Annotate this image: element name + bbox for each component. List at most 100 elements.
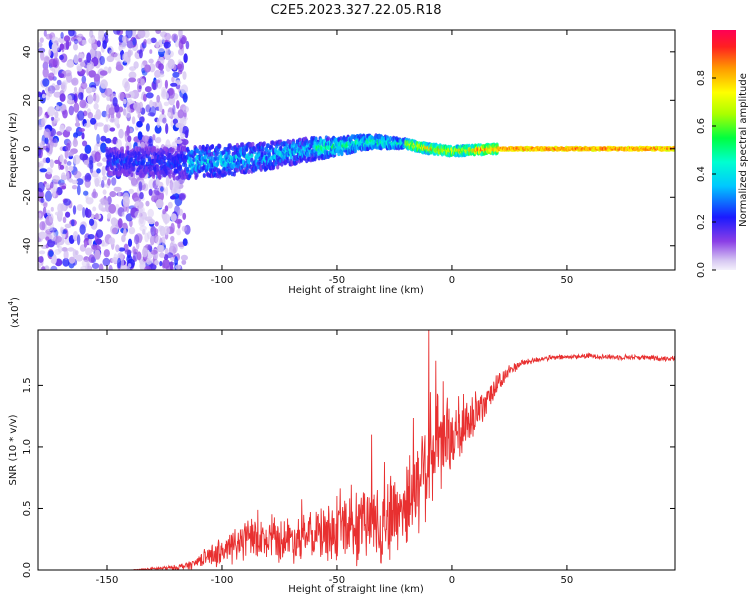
noise-blob [180, 254, 188, 261]
noise-blob [73, 54, 79, 64]
noise-blob [117, 190, 121, 197]
noise-blob [85, 209, 92, 218]
noise-blob [47, 106, 56, 117]
noise-blob [86, 52, 92, 63]
noise-blob [118, 91, 125, 101]
noise-blob [78, 92, 84, 100]
ridge-cell [251, 142, 255, 147]
noise-blob [49, 159, 54, 169]
noise-blob [43, 114, 47, 124]
noise-blob [38, 124, 43, 131]
snr-ylabel: SNR (10 * v/v) [8, 414, 19, 485]
noise-blob [76, 234, 81, 246]
noise-blob [107, 68, 112, 74]
noise-blob [128, 226, 136, 235]
noise-blob [160, 186, 164, 192]
x-tick-label: 0 [449, 575, 455, 586]
noise-blob [164, 248, 169, 255]
colorbar-label: Normalized spectral amplitude [738, 73, 749, 227]
noise-blob [126, 125, 130, 136]
noise-blob [97, 35, 106, 42]
noise-blob [39, 37, 44, 43]
noise-blob [84, 144, 92, 154]
noise-blob [155, 136, 162, 144]
noise-blob [50, 116, 55, 121]
noise-blob [60, 226, 64, 234]
ridge-cell [158, 175, 162, 180]
noise-blob [59, 182, 67, 189]
noise-blob [83, 190, 89, 196]
noise-blob [81, 39, 87, 46]
noise-blob [83, 122, 91, 128]
spectrogram-axes: -150 -100 -50 0 50 -40 -20 0 20 40 [22, 30, 675, 286]
noise-blob [65, 40, 70, 50]
exponent-power: 4 [7, 300, 15, 305]
x-tick-label: -50 [329, 275, 345, 286]
noise-blob [139, 206, 145, 214]
ridge-cell [178, 164, 183, 170]
noise-blob [155, 41, 160, 48]
noise-blob [42, 67, 49, 78]
noise-blob [67, 94, 73, 104]
ridge-cell [142, 154, 146, 160]
noise-blob [63, 35, 71, 42]
noise-blob [149, 235, 155, 246]
noise-blob [71, 179, 78, 185]
noise-blob [93, 103, 99, 110]
noise-blob [167, 112, 172, 117]
noise-blob [180, 84, 189, 95]
noise-blob [165, 186, 169, 196]
noise-blob [92, 206, 97, 212]
noise-blob [66, 171, 70, 181]
noise-blob [62, 216, 67, 223]
noise-blob [57, 203, 64, 214]
noise-blob [60, 32, 64, 39]
noise-blob [172, 118, 178, 125]
noise-blob [68, 256, 76, 264]
noise-blob [175, 139, 183, 144]
noise-blob [81, 75, 87, 84]
noise-blob [73, 38, 79, 45]
noise-blob [161, 236, 166, 247]
noise-blob [109, 127, 116, 132]
noise-blob [135, 200, 140, 206]
noise-blob [143, 93, 147, 102]
noise-blob [146, 258, 153, 265]
noise-blob [145, 123, 150, 132]
noise-blob [144, 265, 151, 270]
noise-blob [87, 94, 94, 105]
noise-blob [100, 79, 108, 89]
noise-blob [45, 33, 53, 40]
exponent-suffix: ) [10, 297, 21, 301]
noise-blob [52, 187, 56, 198]
noise-blob [65, 126, 72, 132]
noise-blob [48, 49, 52, 57]
noise-blob [156, 117, 161, 128]
noise-blob [136, 251, 142, 261]
noise-blob [80, 61, 86, 67]
noise-blob [182, 212, 187, 220]
noise-blob [88, 155, 94, 165]
noise-blob [38, 212, 42, 219]
noise-blob [42, 93, 46, 99]
noise-blob [95, 229, 104, 239]
noise-blob [124, 249, 132, 255]
noise-blob [48, 72, 55, 81]
ridge-cell [227, 149, 231, 155]
noise-blob [171, 76, 175, 83]
noise-blob [117, 218, 123, 229]
noise-blob [58, 73, 65, 78]
noise-blob [73, 30, 77, 37]
noise-blob [134, 210, 142, 219]
noise-blob [84, 174, 88, 182]
noise-blob [171, 33, 179, 42]
noise-blob [81, 259, 89, 268]
noise-blob [43, 202, 48, 208]
noise-blob [86, 174, 92, 181]
noise-blob [94, 249, 101, 260]
noise-blob [182, 238, 188, 247]
spectrogram-xlabel: Height of straight line (km) [288, 285, 424, 296]
ridge-cell [163, 155, 167, 161]
noise-blob [108, 107, 115, 116]
